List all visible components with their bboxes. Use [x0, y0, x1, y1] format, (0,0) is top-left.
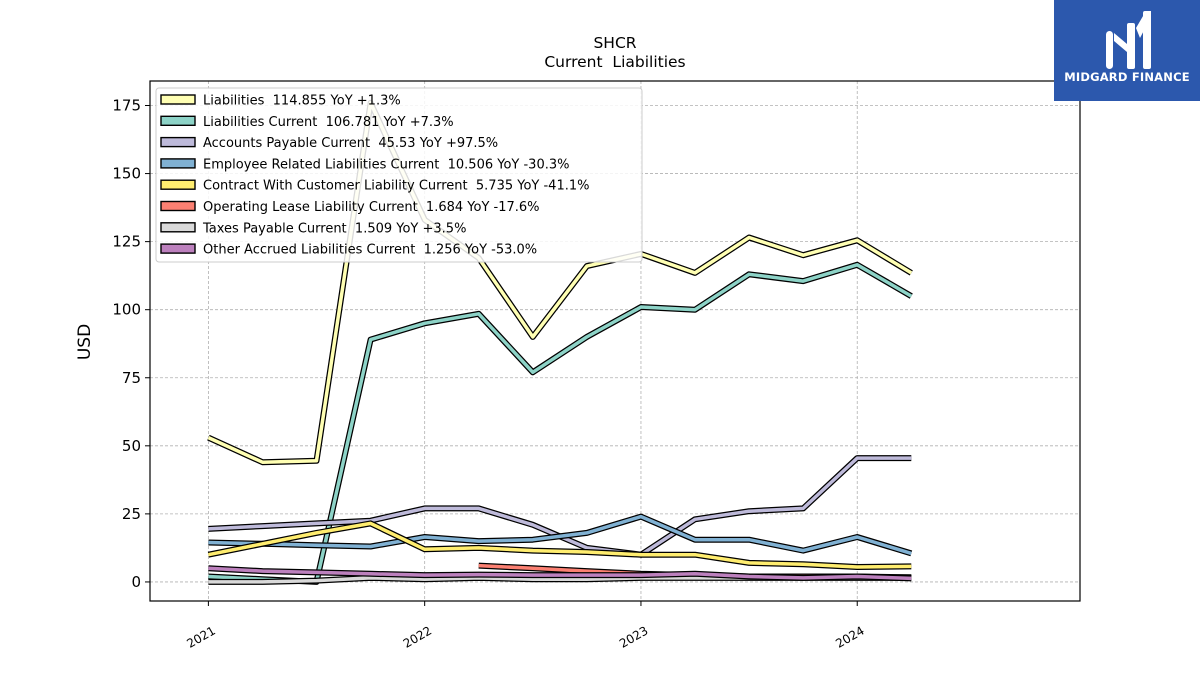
- plot-frame: [149, 80, 1081, 602]
- y-tick-label: 150: [112, 165, 141, 183]
- brand-name: MIDGARD FINANCE: [1064, 70, 1190, 84]
- legend: Liabilities 114.855 YoY +1.3% Liabilities…: [155, 87, 643, 263]
- x-tick-label: 2024: [833, 623, 866, 650]
- legend-swatch: [160, 243, 196, 254]
- legend-item: Liabilities Current 106.781 YoY +7.3%: [160, 115, 454, 130]
- legend-swatch: [160, 115, 196, 127]
- legend-label: Accounts Payable Current 45.53 YoY +97.5…: [203, 136, 498, 151]
- y-axis-label: USD: [75, 324, 95, 360]
- brand-logo: MIDGARD FINANCE: [1054, 0, 1200, 101]
- legend-label: Operating Lease Liability Current 1.684 …: [203, 200, 540, 215]
- legend-swatch: [160, 222, 196, 233]
- series-line-1: [208, 261, 913, 585]
- chart-subtitle: Current Liabilities: [544, 53, 685, 71]
- legend-item: Contract With Customer Liability Current…: [160, 179, 589, 194]
- legend-swatch: [160, 136, 196, 148]
- legend-label: Taxes Payable Current 1.509 YoY +3.5%: [202, 221, 466, 236]
- y-tick-label: 75: [122, 369, 141, 387]
- legend-swatch: [160, 179, 196, 190]
- legend-label: Other Accrued Liabilities Current 1.256 …: [203, 243, 537, 258]
- y-tick-label: 175: [112, 97, 141, 115]
- series-stroke: [208, 521, 912, 569]
- legend-item: Liabilities 114.855 YoY +1.3%: [160, 94, 401, 109]
- legend-item: Taxes Payable Current 1.509 YoY +3.5%: [160, 221, 466, 236]
- series-stroke: [208, 456, 912, 557]
- legend-label: Employee Related Liabilities Current 10.…: [203, 157, 569, 172]
- y-tick-label: 100: [112, 301, 141, 319]
- legend-swatch: [160, 94, 196, 105]
- x-tick-label: 2023: [617, 623, 650, 650]
- legend-label: Liabilities 114.855 YoY +1.3%: [203, 94, 401, 109]
- series-line-3: [208, 513, 913, 557]
- x-tick-label: 2022: [401, 623, 434, 650]
- series-line-0: [207, 99, 913, 466]
- series-stroke: [208, 514, 912, 556]
- y-tick-label: 50: [122, 437, 141, 455]
- legend-item: Other Accrued Liabilities Current 1.256 …: [160, 243, 537, 258]
- legend-item: Employee Related Liabilities Current 10.…: [160, 157, 569, 172]
- x-tick-label: 2021: [184, 623, 217, 650]
- series-line-4: [207, 520, 912, 570]
- series-stroke: [208, 263, 913, 584]
- midgard-m-logo-icon: [1106, 11, 1151, 69]
- y-tick-label: 125: [112, 233, 141, 251]
- legend-swatch: [160, 158, 196, 169]
- legend-item: Accounts Payable Current 45.53 YoY +97.5…: [160, 136, 498, 151]
- series-stroke: [208, 566, 912, 581]
- series-line-2: [208, 455, 912, 558]
- series-line-7: [208, 565, 912, 582]
- legend-label: Liabilities Current 106.781 YoY +7.3%: [203, 115, 454, 130]
- y-tick-label: 0: [131, 573, 141, 591]
- legend-swatch: [160, 200, 196, 212]
- legend-box: [155, 87, 643, 263]
- legend-label: Contract With Customer Liability Current…: [203, 179, 589, 194]
- series-stroke: [207, 101, 913, 464]
- y-tick-label: 25: [122, 505, 141, 523]
- chart-title: SHCR: [593, 34, 636, 52]
- legend-item: Operating Lease Liability Current 1.684 …: [160, 200, 540, 215]
